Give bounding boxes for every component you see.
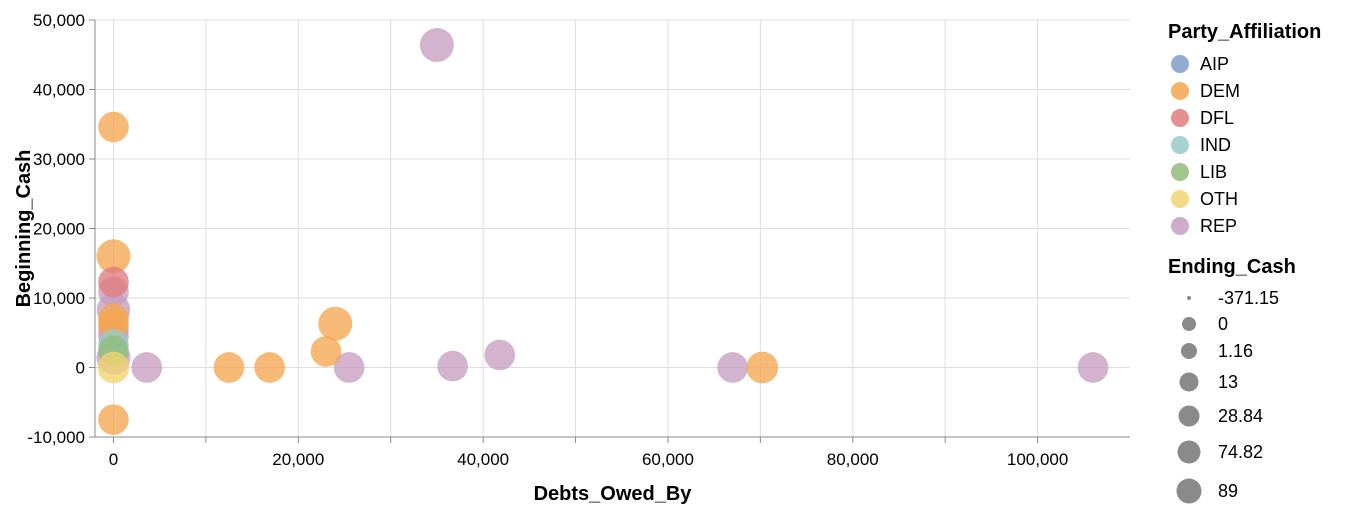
x-tick-label: 100,000 — [1007, 450, 1068, 469]
y-tick-label: 10,000 — [33, 289, 85, 308]
size-legend-label: 28.84 — [1218, 406, 1263, 426]
x-tick-label: 20,000 — [272, 450, 324, 469]
size-legend-label: 0 — [1218, 314, 1228, 334]
scatter-point-dfl — [98, 266, 129, 298]
size-legend-label: 89 — [1218, 481, 1238, 501]
legend-label-dfl: DFL — [1200, 108, 1234, 128]
size-legend-swatch — [1179, 372, 1199, 392]
x-tick-label: 80,000 — [827, 450, 879, 469]
size-legend: Ending_Cash -371.15 0 1.16 13 28.84 74.82 89 — [1168, 256, 1296, 504]
scatter-point-rep — [419, 28, 454, 63]
legend-swatch-oth — [1171, 190, 1189, 208]
y-tick-label: 50,000 — [33, 11, 85, 30]
size-legend-swatch — [1177, 440, 1201, 464]
color-legend: Party_Affiliation AIP DEM DFL IND LIB OTH REP — [1168, 21, 1321, 236]
scatter-point-rep — [1077, 352, 1109, 383]
size-legend-label: -371.15 — [1218, 288, 1279, 308]
size-legend-swatch — [1182, 317, 1196, 331]
legend-swatch-ind — [1171, 136, 1189, 154]
grid — [95, 19, 1130, 438]
scatter-point-rep — [437, 350, 468, 382]
y-tick-label: -10,000 — [27, 428, 85, 447]
size-legend-swatch — [1176, 478, 1202, 504]
legend-swatch-aip — [1171, 55, 1189, 73]
x-tick-label: 60,000 — [642, 450, 694, 469]
size-legend-label: 1.16 — [1218, 341, 1253, 361]
y-axis-title: Beginning_Cash — [13, 150, 35, 308]
scatter-point-dem — [310, 336, 342, 367]
axes: 0 20,000 40,000 60,000 80,000 100,000 -10,000 0… — [27, 11, 1130, 469]
legend-swatch-rep — [1171, 217, 1189, 235]
size-legend-swatch — [1181, 343, 1197, 359]
legend-swatch-dem — [1171, 82, 1189, 100]
scatter-point-dem — [746, 351, 779, 384]
y-tick-label: 0 — [76, 359, 85, 378]
x-axis-title: Debts_Owed_By — [534, 483, 693, 505]
scatter-point-dem — [213, 352, 245, 383]
size-legend-swatch — [1187, 296, 1191, 300]
size-legend-label: 13 — [1218, 372, 1238, 392]
x-tick-label: 40,000 — [457, 450, 509, 469]
legend-label-ind: IND — [1200, 135, 1231, 155]
legend-swatch-lib — [1171, 163, 1189, 181]
y-tick-label: 30,000 — [33, 150, 85, 169]
legend-label-aip: AIP — [1200, 54, 1229, 74]
size-legend-label: 74.82 — [1218, 442, 1263, 462]
scatter-point-dem — [254, 352, 285, 383]
scatter-point-dem — [318, 306, 353, 341]
legend-label-rep: REP — [1200, 216, 1237, 236]
scatter-point-rep — [333, 352, 365, 383]
legend-label-dem: DEM — [1200, 81, 1240, 101]
size-legend-swatch — [1178, 405, 1200, 427]
legend-label-lib: LIB — [1200, 162, 1227, 182]
y-tick-label: 20,000 — [33, 220, 85, 239]
scatter-point-rep — [131, 352, 163, 383]
scatter-point-rep — [717, 352, 748, 383]
size-legend-title: Ending_Cash — [1168, 256, 1296, 278]
data-marks — [96, 28, 1109, 435]
scatter-point-rep — [484, 339, 516, 371]
scatter-point-oth — [97, 351, 130, 384]
legend-label-oth: OTH — [1200, 189, 1238, 209]
scatter-point-dem — [96, 239, 131, 274]
color-legend-title: Party_Affiliation — [1168, 21, 1321, 43]
scatter-point-dem — [98, 111, 129, 143]
scatter-point-dem — [98, 404, 129, 435]
legend-swatch-dfl — [1171, 109, 1189, 127]
y-tick-label: 40,000 — [33, 81, 85, 100]
x-tick-label: 0 — [109, 450, 118, 469]
